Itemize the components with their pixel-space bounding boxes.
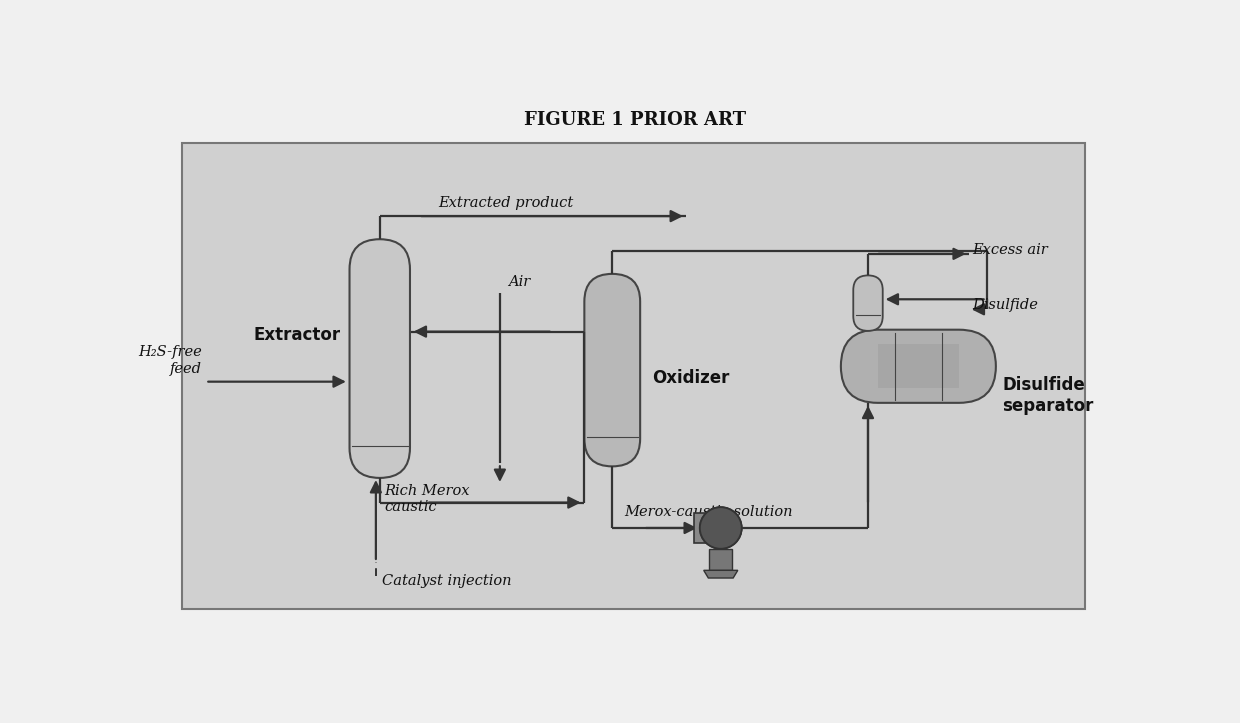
- FancyBboxPatch shape: [693, 513, 727, 542]
- Text: Disulfide: Disulfide: [972, 299, 1039, 312]
- Text: H₂S-free
feed: H₂S-free feed: [138, 346, 201, 375]
- Text: Disulfide
separator: Disulfide separator: [1002, 376, 1094, 415]
- Circle shape: [699, 507, 742, 549]
- Text: Rich Merox
caustic: Rich Merox caustic: [384, 484, 470, 514]
- FancyBboxPatch shape: [841, 330, 996, 403]
- Text: Merox-caustic solution: Merox-caustic solution: [624, 505, 792, 518]
- Text: Air: Air: [507, 275, 529, 289]
- FancyBboxPatch shape: [863, 290, 873, 316]
- FancyBboxPatch shape: [182, 143, 1085, 609]
- FancyBboxPatch shape: [870, 290, 878, 316]
- FancyBboxPatch shape: [618, 301, 631, 439]
- Text: Extractor: Extractor: [253, 327, 340, 344]
- FancyBboxPatch shape: [604, 301, 621, 439]
- Text: Catalyst injection: Catalyst injection: [382, 574, 512, 589]
- FancyBboxPatch shape: [853, 275, 883, 331]
- Text: Excess air: Excess air: [972, 243, 1048, 257]
- FancyBboxPatch shape: [350, 239, 410, 478]
- Text: Oxidizer: Oxidizer: [652, 369, 729, 387]
- Polygon shape: [704, 570, 738, 578]
- Text: FIGURE 1 PRIOR ART: FIGURE 1 PRIOR ART: [525, 111, 746, 129]
- FancyBboxPatch shape: [584, 274, 640, 466]
- FancyBboxPatch shape: [386, 269, 401, 448]
- FancyBboxPatch shape: [878, 344, 959, 388]
- FancyBboxPatch shape: [371, 269, 389, 448]
- Circle shape: [699, 507, 742, 549]
- Text: Extracted product: Extracted product: [438, 196, 573, 210]
- FancyBboxPatch shape: [709, 549, 733, 570]
